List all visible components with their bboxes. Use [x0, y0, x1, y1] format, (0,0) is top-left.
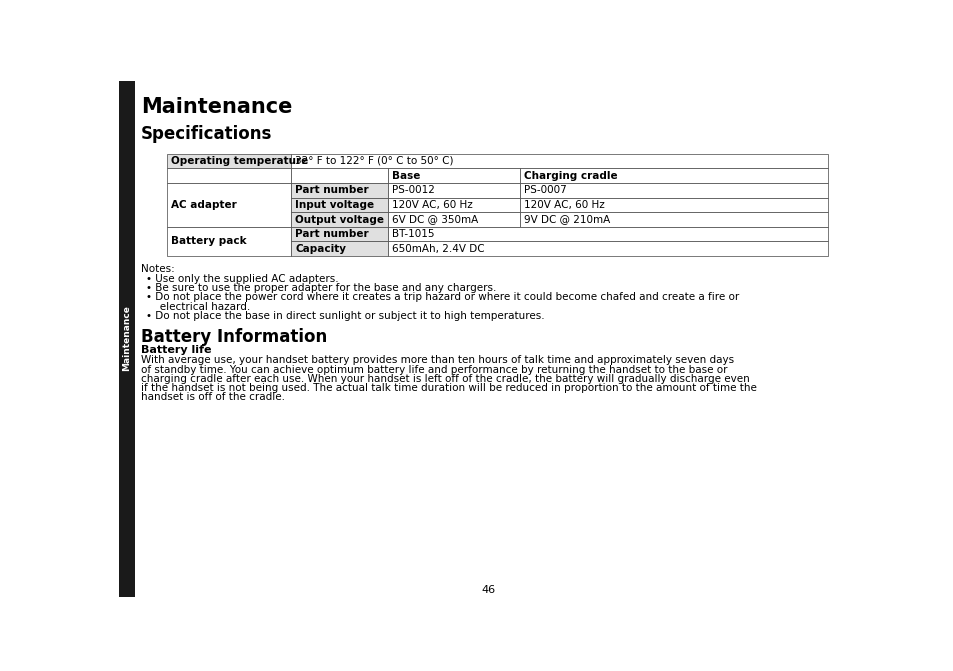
Text: Output voltage: Output voltage [294, 215, 384, 225]
Bar [519, 197, 827, 212]
Text: Base: Base [392, 170, 420, 180]
Text: handset is off of the cradle.: handset is off of the cradle. [141, 393, 285, 403]
Bar [388, 242, 827, 256]
Text: Specifications: Specifications [141, 125, 272, 143]
Text: of standby time. You can achieve optimum battery life and performance by returni: of standby time. You can achieve optimum… [141, 364, 727, 374]
Text: 6V DC @ 350mA: 6V DC @ 350mA [392, 215, 477, 225]
Text: PS-0012: PS-0012 [392, 185, 435, 195]
Bar [291, 212, 388, 227]
Bar [167, 154, 291, 168]
Text: 120V AC, 60 Hz: 120V AC, 60 Hz [523, 200, 604, 210]
Bar [519, 183, 827, 197]
Text: Operating temperature: Operating temperature [171, 156, 308, 166]
Bar [291, 183, 388, 197]
Bar [388, 212, 519, 227]
Text: AC adapter: AC adapter [171, 200, 236, 210]
Bar [167, 183, 291, 227]
Text: With average use, your handset battery provides more than ten hours of talk time: With average use, your handset battery p… [141, 356, 733, 366]
Text: • Use only the supplied AC adapters.: • Use only the supplied AC adapters. [146, 274, 338, 284]
Text: Maintenance: Maintenance [141, 97, 292, 117]
Text: Maintenance: Maintenance [122, 305, 132, 372]
Bar [388, 183, 519, 197]
Bar [291, 197, 388, 212]
Text: BT-1015: BT-1015 [392, 229, 435, 239]
Bar [167, 227, 291, 256]
Text: 46: 46 [481, 585, 496, 595]
Text: • Do not place the base in direct sunlight or subject it to high temperatures.: • Do not place the base in direct sunlig… [146, 311, 543, 321]
Text: Battery Information: Battery Information [141, 327, 327, 346]
Text: Notes:: Notes: [141, 264, 174, 274]
Text: PS-0007: PS-0007 [523, 185, 566, 195]
Bar [388, 227, 827, 242]
Text: • Be sure to use the proper adapter for the base and any chargers.: • Be sure to use the proper adapter for … [146, 283, 496, 293]
Text: if the handset is not being used. The actual talk time duration will be reduced : if the handset is not being used. The ac… [141, 383, 756, 393]
Bar [388, 197, 519, 212]
Bar [119, 81, 134, 597]
Text: Charging cradle: Charging cradle [523, 170, 617, 180]
Bar [519, 212, 827, 227]
Bar [291, 168, 388, 183]
Text: Part number: Part number [294, 229, 369, 239]
Text: Part number: Part number [294, 185, 369, 195]
Text: 32° F to 122° F (0° C to 50° C): 32° F to 122° F (0° C to 50° C) [294, 156, 454, 166]
Text: • Do not place the power cord where it creates a trip hazard or where it could b: • Do not place the power cord where it c… [146, 293, 738, 302]
Bar [388, 168, 519, 183]
Text: Capacity: Capacity [294, 244, 346, 254]
Text: Input voltage: Input voltage [294, 200, 374, 210]
Bar [291, 242, 388, 256]
Text: Battery life: Battery life [141, 345, 212, 355]
Bar [167, 168, 291, 183]
Text: Battery pack: Battery pack [171, 236, 247, 246]
Text: 650mAh, 2.4V DC: 650mAh, 2.4V DC [392, 244, 484, 254]
Text: 120V AC, 60 Hz: 120V AC, 60 Hz [392, 200, 473, 210]
Bar [291, 154, 827, 168]
Bar [291, 227, 388, 242]
Text: electrical hazard.: electrical hazard. [150, 301, 251, 311]
Bar [519, 168, 827, 183]
Text: 9V DC @ 210mA: 9V DC @ 210mA [523, 215, 609, 225]
Text: charging cradle after each use. When your handset is left off of the cradle, the: charging cradle after each use. When you… [141, 374, 749, 384]
